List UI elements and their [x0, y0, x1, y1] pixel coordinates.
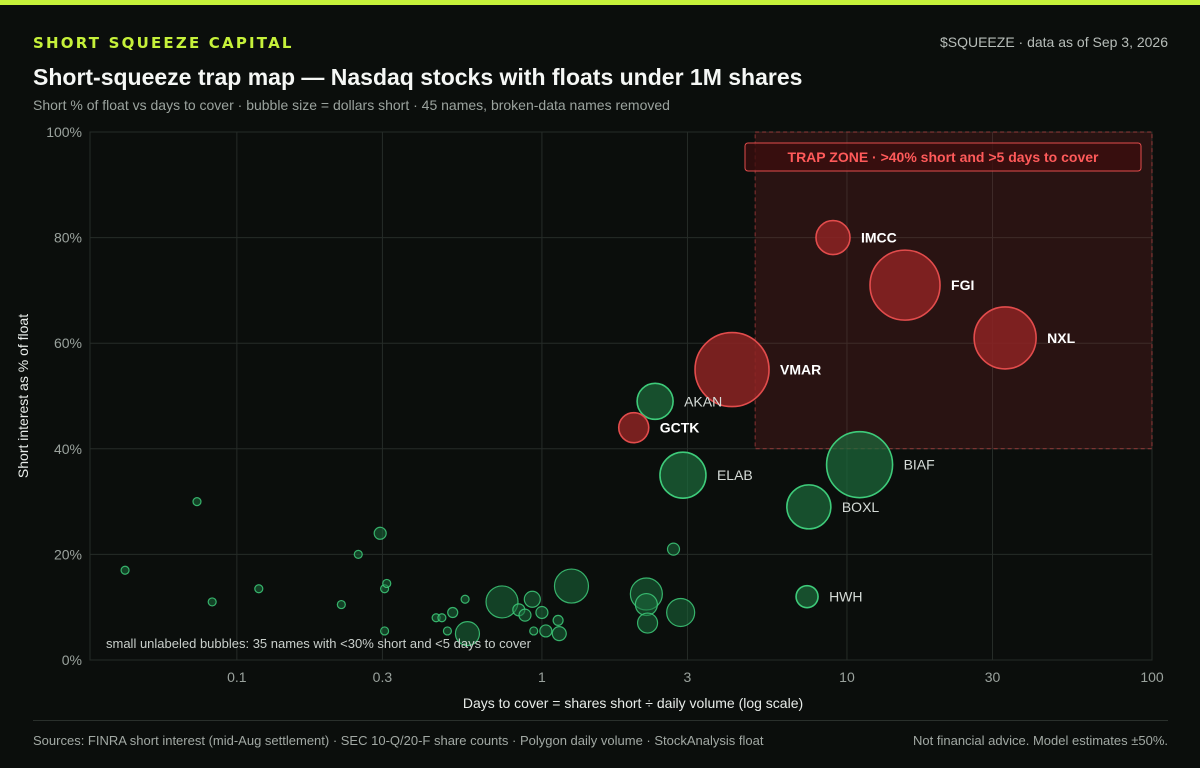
small-bubble: [373, 526, 387, 540]
small-bubble: [192, 497, 202, 507]
small-bubble: [553, 568, 590, 604]
x-tick-label: 0.3: [373, 669, 393, 685]
y-tick-label: 40%: [54, 441, 82, 457]
bubble-gctk: [617, 411, 650, 444]
small-bubble: [336, 599, 346, 610]
label-boxl: BOXL: [842, 499, 880, 515]
chart-title: Short-squeeze trap map — Nasdaq stocks w…: [33, 64, 803, 90]
trap-zone-label: TRAP ZONE · >40% short and >5 days to co…: [788, 149, 1099, 165]
x-tick-label: 30: [985, 669, 1001, 685]
small-bubble: [382, 578, 392, 589]
small-bubble: [518, 608, 532, 622]
small-bubble: [552, 614, 564, 627]
small-bubble: [460, 594, 470, 604]
y-tick-label: 80%: [54, 230, 82, 246]
y-tick-label: 0%: [62, 652, 82, 668]
trap-zone-layer: TRAP ZONE · >40% short and >5 days to co…: [744, 131, 1153, 450]
small-bubble: [523, 590, 541, 608]
y-tick-label: 100%: [46, 124, 82, 140]
small-bubble: [666, 542, 681, 556]
trap-zone-badge: [744, 142, 1142, 172]
y-tick-label: 20%: [54, 546, 82, 562]
data-date-meta: $SQUEEZE · data as of Sep 3, 2026: [939, 34, 1168, 50]
bubbles: [120, 219, 1037, 647]
small-bubble: [353, 549, 363, 560]
y-axis-title: Short interest as % of float: [15, 314, 31, 478]
brand-name: SHORT SQUEEZE CAPITAL: [33, 34, 294, 52]
label-gctk: GCTK: [660, 420, 700, 436]
bubble-vmar: [694, 331, 770, 408]
bubble-fgi: [869, 249, 941, 321]
axes: 0% 20% 40% 60% 80% 100% 0.1 0.3 1 3 10 30 100 Days to…: [15, 124, 1164, 711]
bubble-biaf: [825, 430, 894, 499]
x-tick-label: 100: [1140, 669, 1164, 685]
chart-subtitle: Short % of float vs days to cover · bubb…: [33, 97, 670, 113]
y-tick-label: 60%: [54, 335, 82, 351]
small-bubble: [454, 620, 481, 647]
bubble-elab: [659, 451, 707, 500]
small-bubble: [120, 565, 130, 575]
x-axis-title: Days to cover = shares short ÷ daily vol…: [463, 695, 803, 711]
label-imcc: IMCC: [861, 230, 897, 246]
small-bubble: [666, 597, 696, 628]
footer-divider: [33, 720, 1168, 721]
bubble-hwh: [795, 584, 819, 609]
accent-top-bar: [0, 0, 1200, 5]
small-bubble: [380, 626, 390, 636]
small-bubble: [539, 624, 553, 638]
label-nxl: NXL: [1047, 330, 1075, 346]
label-hwh: HWH: [829, 589, 862, 605]
label-elab: ELAB: [717, 467, 753, 483]
small-bubble: [535, 605, 549, 620]
small-bubble: [529, 626, 539, 636]
small-bubble: [254, 584, 264, 594]
small-bubble: [551, 625, 567, 642]
small-bubble: [442, 626, 453, 636]
label-vmar: VMAR: [780, 362, 821, 378]
small-bubble: [485, 585, 519, 619]
x-tick-label: 1: [538, 669, 546, 685]
small-bubble: [636, 612, 659, 634]
small-bubble: [447, 606, 459, 619]
bubble-akan: [636, 382, 674, 421]
label-fgi: FGI: [951, 277, 974, 293]
x-tick-label: 0.1: [227, 669, 247, 685]
x-tick-label: 3: [684, 669, 692, 685]
bubble-imcc: [815, 219, 851, 256]
trap-zone: [754, 131, 1153, 450]
bubble-boxl: [786, 484, 832, 530]
small-bubble: [437, 613, 447, 623]
disclaimer-note: Not financial advice. Model estimates ±5…: [913, 733, 1168, 748]
small-bubble: [207, 597, 217, 607]
x-tick-label: 10: [839, 669, 855, 685]
label-biaf: BIAF: [904, 457, 935, 473]
bubble-nxl: [973, 306, 1037, 370]
sources-note: Sources: FINRA short interest (mid-Aug s…: [33, 733, 764, 748]
small-bubble: [634, 592, 658, 617]
small-bubbles-note: small unlabeled bubbles: 35 names with <…: [106, 636, 532, 651]
bubble-labels: IMCC FGI NXL VMAR AKAN GCTK ELAB BIAF BOXL HWH sma…: [106, 230, 1076, 651]
label-akan: AKAN: [684, 393, 722, 409]
